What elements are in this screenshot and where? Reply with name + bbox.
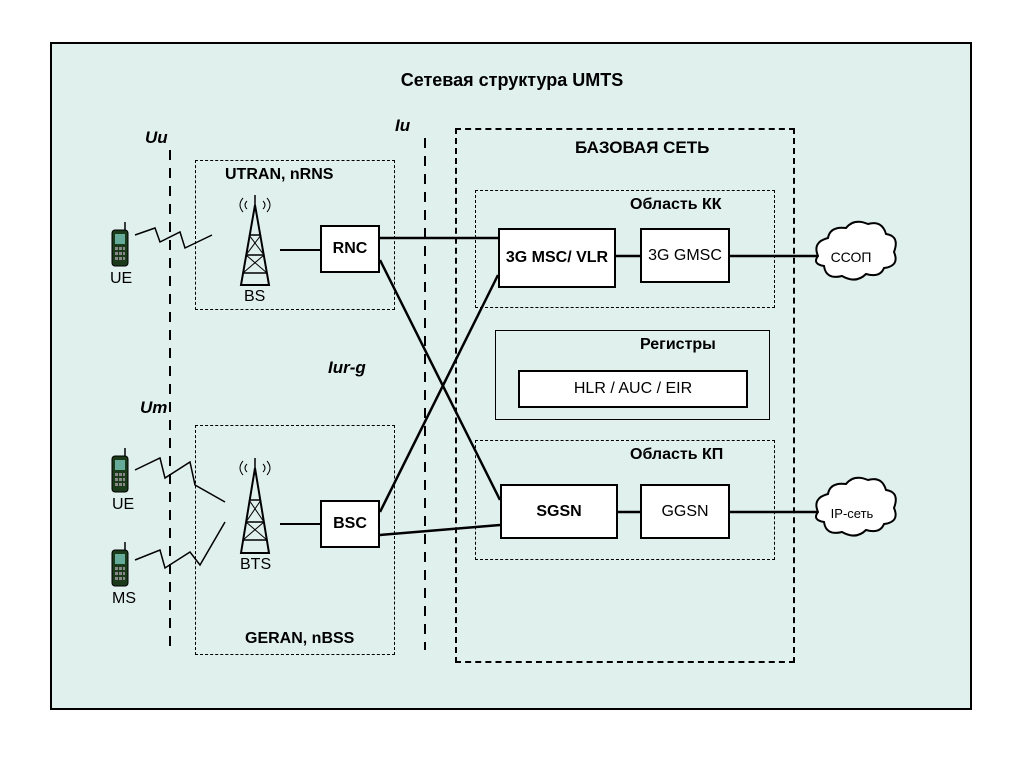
iurg-label: Iur-g: [328, 358, 366, 378]
bsc-label: BSC: [333, 515, 367, 533]
utran-label: UTRAN, nRNS: [225, 166, 333, 184]
ps-area-label: Область КП: [630, 446, 723, 464]
registers-label: Регистры: [640, 336, 716, 354]
rnc-node: RNC: [320, 225, 380, 273]
bts-label: BTS: [240, 556, 271, 574]
cc-area-label: Область КК: [630, 196, 722, 214]
hlr-node: HLR / AUC / EIR: [518, 370, 748, 408]
ue1-label: UE: [110, 270, 132, 288]
gmsc-label: 3G GMSC: [648, 246, 722, 265]
core-network-label: БАЗОВАЯ СЕТЬ: [575, 138, 709, 158]
ms-label: MS: [112, 590, 136, 608]
um-label: Um: [140, 398, 167, 418]
ggsn-node: GGSN: [640, 484, 730, 539]
sgsn-node: SGSN: [500, 484, 618, 539]
geran-label: GERAN, nBSS: [245, 630, 354, 648]
msc-node: 3G MSC/ VLR: [498, 228, 616, 288]
gmsc-node: 3G GMSC: [640, 228, 730, 283]
diagram-title: Сетевая структура UMTS: [0, 70, 1024, 91]
uu-label: Uu: [145, 128, 168, 148]
ue2-label: UE: [112, 496, 134, 514]
bsc-node: BSC: [320, 500, 380, 548]
bs-label: BS: [244, 288, 265, 306]
iu-label: Iu: [395, 116, 410, 136]
rnc-label: RNC: [333, 240, 368, 258]
hlr-label: HLR / AUC / EIR: [574, 380, 692, 398]
msc-label: 3G MSC/ VLR: [506, 248, 608, 267]
ggsn-label: GGSN: [661, 503, 708, 521]
sgsn-label: SGSN: [536, 503, 581, 521]
